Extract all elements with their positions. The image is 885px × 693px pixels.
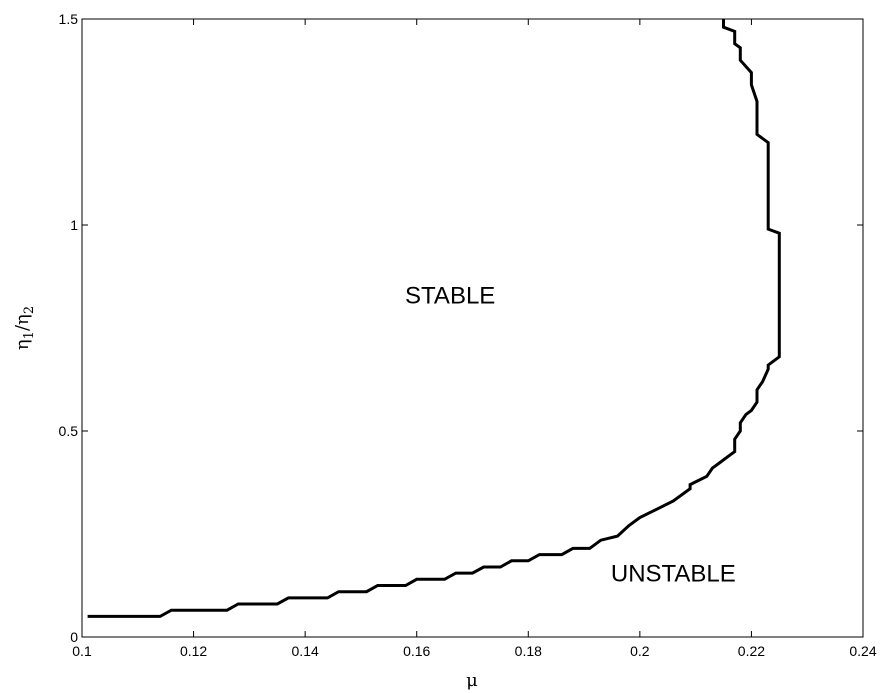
y-axis-label-sub-2: 2 [22, 306, 37, 314]
y-tick-label: 1 [70, 217, 78, 233]
x-tick-label: 0.2 [630, 643, 650, 659]
x-axis-ticks: 0.1 0.12 0.14 0.16 0.18 0.2 0.22 0.24 [72, 19, 877, 659]
x-tick-label: 0.22 [738, 643, 765, 659]
y-axis-label: η1/η2 [12, 306, 37, 350]
annotation-unstable: UNSTABLE [611, 560, 736, 587]
stability-boundary-line [87, 19, 781, 618]
y-tick-label: 0 [70, 629, 78, 645]
y-tick-label: 0.5 [59, 423, 79, 439]
series-layer [87, 19, 781, 618]
x-tick-label: 0.14 [292, 643, 319, 659]
plot-background [82, 19, 863, 637]
annotation-stable: STABLE [405, 282, 495, 309]
y-axis-label-sub-1: 1 [22, 331, 37, 339]
y-tick-label: 1.5 [59, 11, 79, 27]
plot-frame [81, 18, 864, 638]
x-tick-label: 0.1 [72, 643, 92, 659]
x-axis-label: μ [466, 670, 478, 691]
x-tick-label: 0.16 [403, 643, 430, 659]
x-tick-label: 0.12 [180, 643, 207, 659]
x-tick-label: 0.24 [849, 643, 876, 659]
y-axis-label-eta-1: η [12, 339, 33, 350]
y-axis-label-slash: / [12, 324, 33, 331]
y-axis-label-eta-2: η [12, 314, 33, 325]
x-tick-label: 0.18 [515, 643, 542, 659]
